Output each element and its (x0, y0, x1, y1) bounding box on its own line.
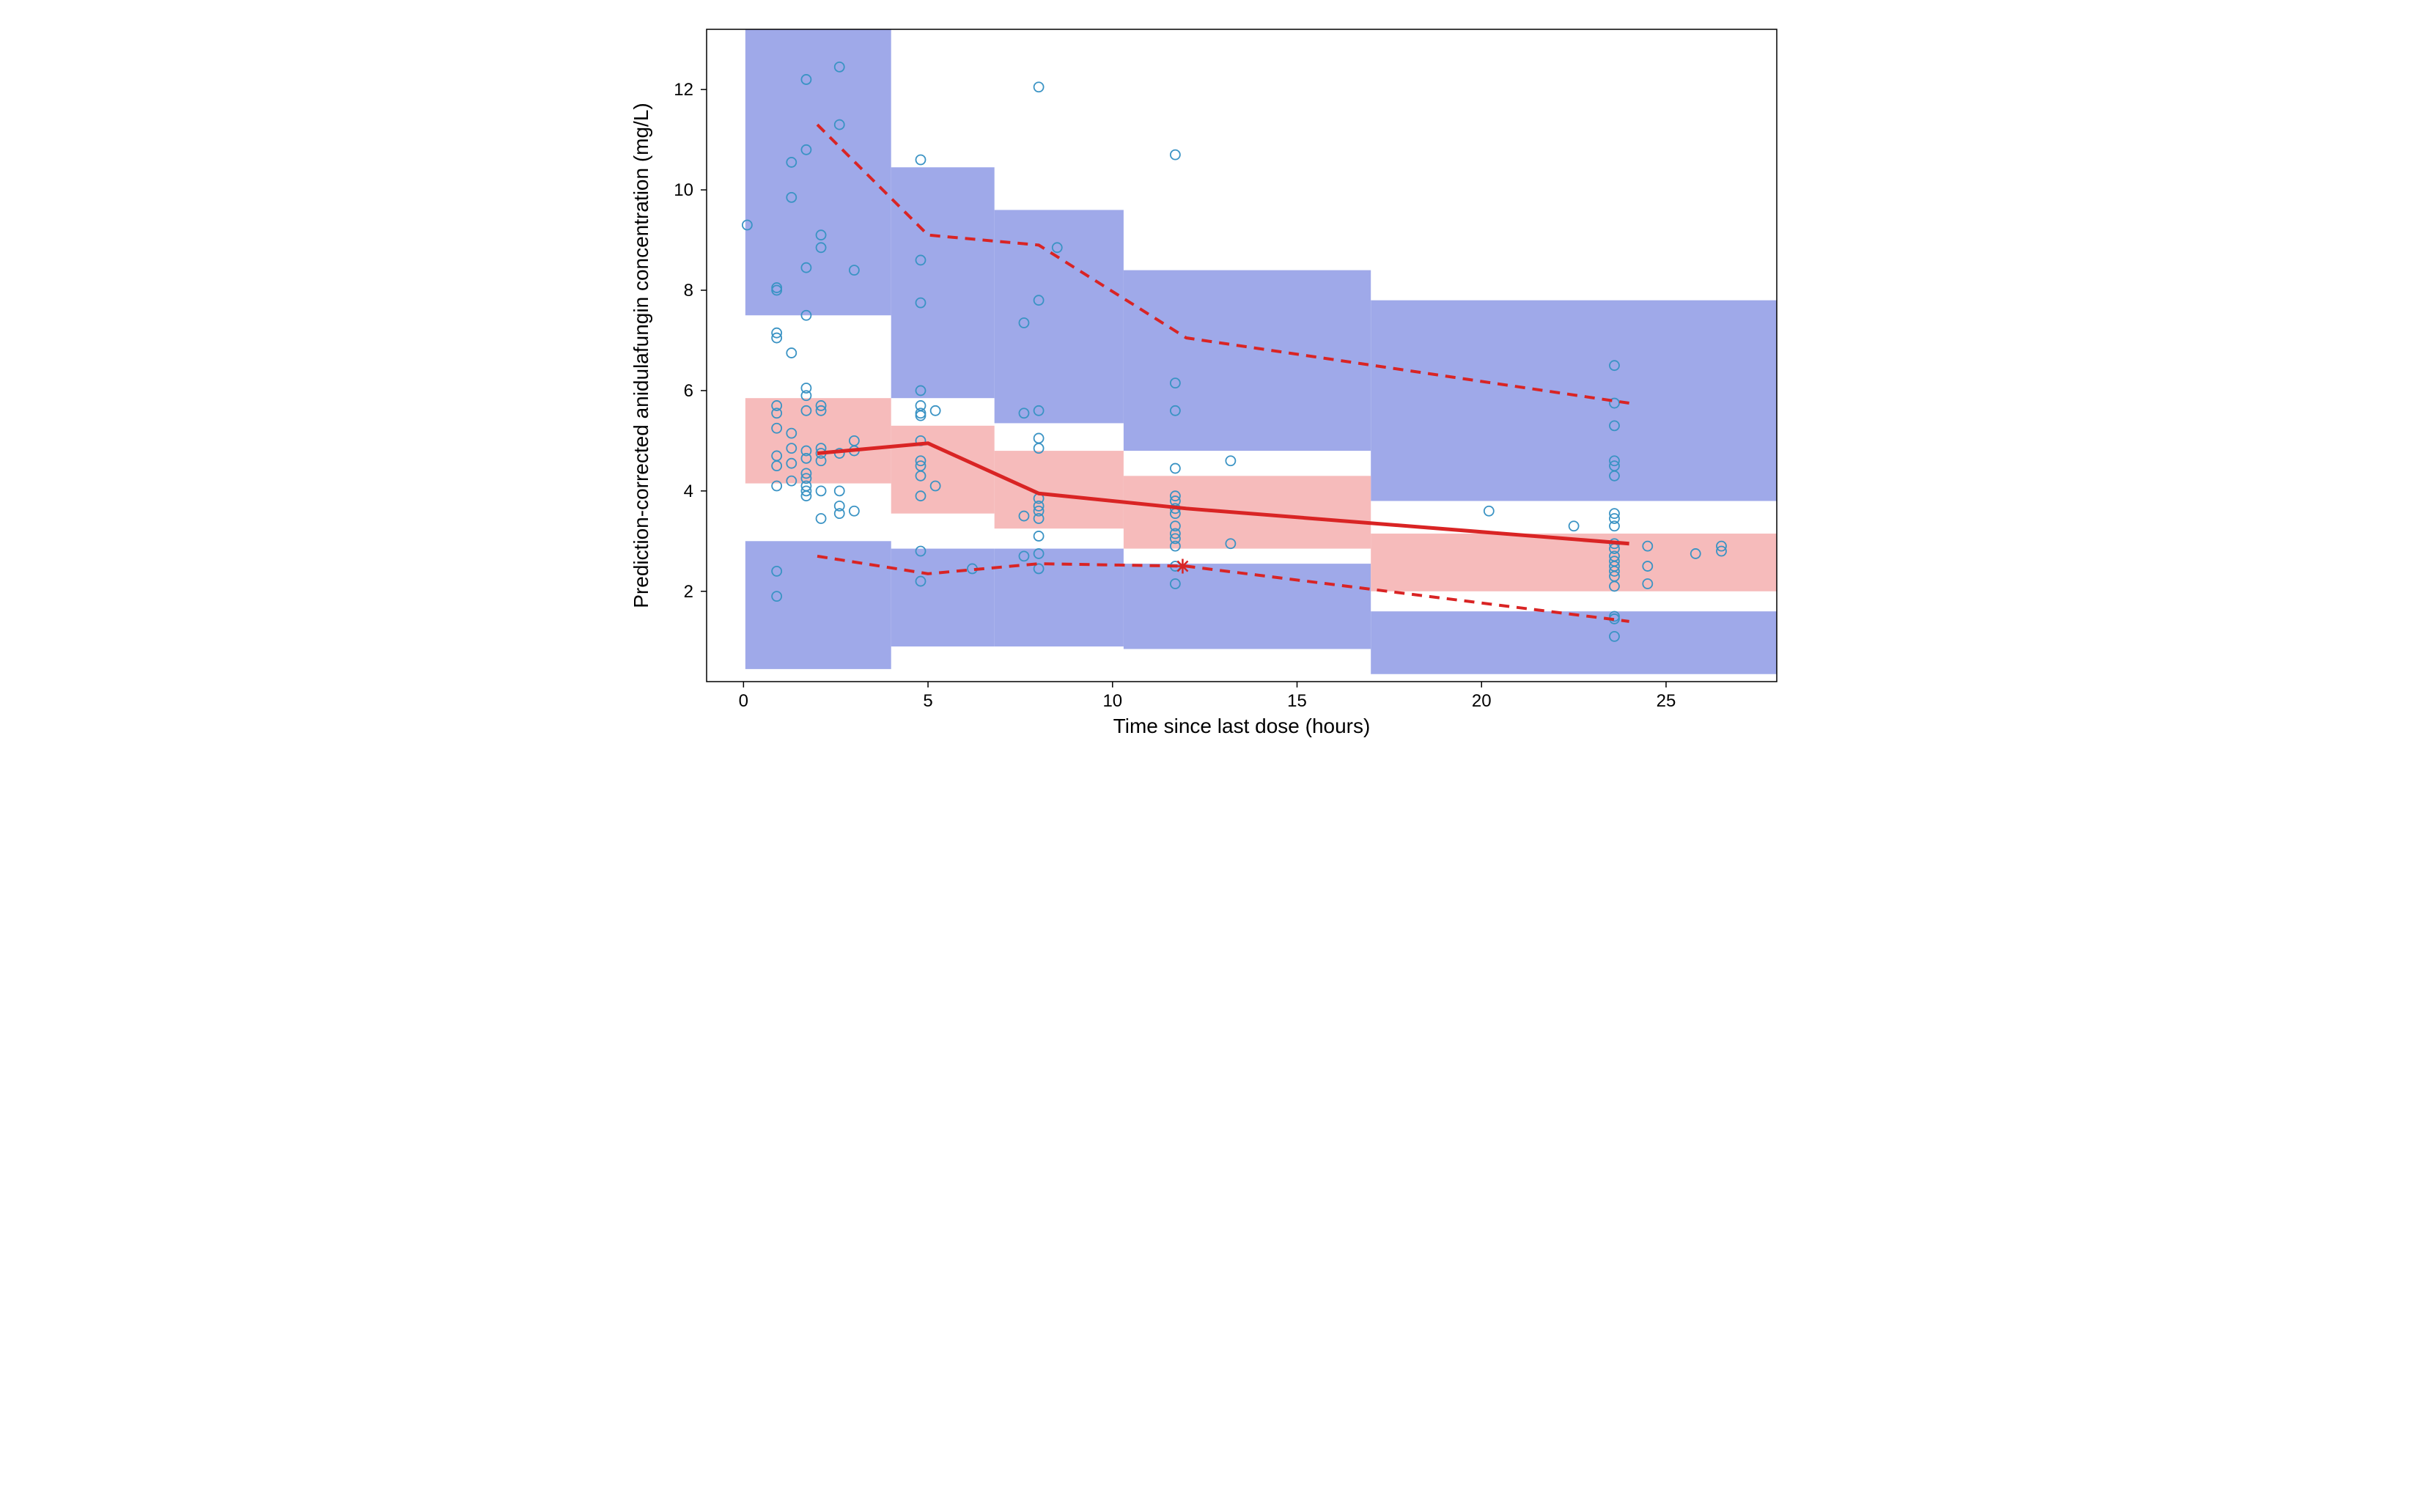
observed-point (1170, 464, 1179, 473)
ci-band-lower (891, 549, 994, 647)
observed-point (930, 406, 940, 416)
observed-point (849, 506, 858, 516)
observed-point (1034, 433, 1043, 443)
observed-point (816, 486, 825, 495)
ci-band-lower (745, 541, 891, 669)
observed-point (1226, 456, 1235, 465)
observed-point (1034, 82, 1043, 92)
ci-band-upper (891, 167, 994, 398)
plot-area (742, 29, 1776, 674)
x-tick-label: 5 (923, 691, 932, 711)
y-tick-label: 8 (683, 281, 693, 300)
chart-svg: 0 5 10 15 20 25 2 4 6 8 10 12 Time since last dose (… (626, 15, 1799, 748)
ci-band-upper (745, 29, 891, 315)
ci-band-lower (1123, 564, 1370, 649)
x-tick-label: 10 (1102, 691, 1122, 711)
ci-band-median (745, 398, 891, 483)
y-tick-label: 10 (674, 180, 693, 200)
observed-point (1034, 531, 1043, 541)
ci-band-median (994, 451, 1123, 528)
vpc-chart: 0 5 10 15 20 25 2 4 6 8 10 12 Time since last dose (… (626, 15, 1799, 748)
ci-band-lower (1371, 611, 1777, 674)
observed-point (1170, 150, 1179, 160)
y-tick-label: 12 (674, 80, 693, 100)
ci-band-upper (994, 210, 1123, 423)
observed-point (816, 514, 825, 523)
y-tick-label: 2 (683, 582, 693, 602)
observed-point (786, 348, 796, 358)
y-axis-label: Prediction-corrected anidulafungin conce… (630, 103, 652, 608)
ci-band-lower (994, 549, 1123, 647)
x-tick-label: 15 (1287, 691, 1307, 711)
x-tick-label: 25 (1656, 691, 1676, 711)
x-tick-label: 20 (1471, 691, 1491, 711)
x-axis-label: Time since last dose (hours) (1113, 715, 1370, 737)
ci-band-upper (1123, 270, 1370, 451)
x-tick-label: 0 (738, 691, 748, 711)
observed-point (916, 155, 925, 165)
outlier-star (1175, 559, 1190, 574)
ci-band-median (891, 426, 994, 514)
observed-point (834, 486, 844, 495)
y-tick-label: 4 (683, 482, 693, 501)
observed-point (1484, 506, 1493, 516)
y-tick-label: 6 (683, 381, 693, 401)
observed-point (1569, 521, 1578, 531)
ci-band-upper (1371, 300, 1777, 501)
ci-band-median (1371, 534, 1777, 591)
